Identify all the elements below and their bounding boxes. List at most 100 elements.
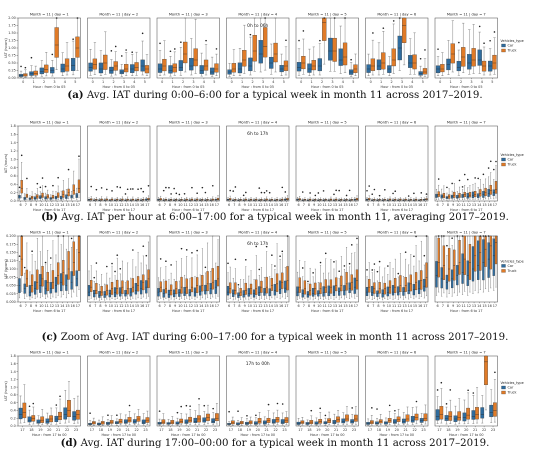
box-truck <box>62 235 65 295</box>
box-body <box>414 413 419 421</box>
box-body <box>317 290 320 297</box>
box-truck <box>308 192 312 201</box>
box-car <box>296 39 302 76</box>
box-body <box>145 280 148 294</box>
box-car <box>279 53 284 76</box>
box-truck <box>260 267 263 299</box>
box-body <box>188 416 192 423</box>
outlier-point <box>274 265 276 267</box>
box-truck <box>159 258 162 299</box>
y-tick-label: 0.125 <box>6 259 16 263</box>
box-body <box>487 189 490 197</box>
x-tick-label: 18 <box>307 428 311 432</box>
box-truck <box>281 186 284 201</box>
outlier-point <box>392 20 395 22</box>
box-body <box>57 262 60 285</box>
outlier-point <box>413 192 415 195</box>
box-truck <box>197 397 201 425</box>
box-car <box>477 235 480 294</box>
box-body <box>249 283 253 295</box>
box-body <box>58 411 62 421</box>
box-truck <box>33 65 38 78</box>
box-car <box>167 186 171 201</box>
legend-swatch-car <box>501 264 506 268</box>
box-body <box>322 286 325 297</box>
box-truck <box>90 265 93 299</box>
panel-day-3: Month = 11 | day = 36 7 8 9 10 11 12 13 14 15 16 17… <box>156 121 220 212</box>
panel-frame <box>434 17 498 79</box>
x-tick-label: 16 <box>488 304 492 308</box>
x-tick-label: 7 <box>372 203 374 207</box>
x-tick-label: 22 <box>482 428 486 432</box>
panel-title: Month = 11 | day = 7 <box>447 231 486 235</box>
box-body <box>229 282 232 294</box>
box-truck <box>188 405 192 425</box>
x-axis-label: Hour : from 6 to 17 <box>450 309 482 313</box>
box-truck <box>126 262 129 299</box>
box-car <box>124 193 127 201</box>
panel-frame <box>295 235 359 303</box>
outlier-point <box>407 195 410 197</box>
box-body <box>296 286 299 297</box>
box-truck <box>170 416 175 426</box>
outlier-point <box>159 42 161 45</box>
outlier-point <box>281 403 284 405</box>
box-body <box>471 48 476 67</box>
box-truck <box>368 185 371 201</box>
box-car <box>317 282 320 301</box>
box-truck <box>345 247 348 298</box>
box-body <box>484 187 487 196</box>
box-body <box>456 195 459 199</box>
box-body <box>467 54 472 70</box>
x-axis-label: Hour : from 6 to 17 <box>311 208 343 212</box>
box-body <box>370 58 376 71</box>
box-body <box>190 277 194 293</box>
outlier-point <box>324 252 327 255</box>
box-body <box>204 284 207 295</box>
box-body <box>492 238 495 276</box>
box-body <box>75 270 78 287</box>
x-tick-label: 22 <box>273 428 277 432</box>
box-body <box>197 415 201 423</box>
x-tick-label: 17 <box>437 428 441 432</box>
box-truck <box>314 268 317 299</box>
box-body <box>489 235 492 270</box>
box-car <box>393 409 397 426</box>
box-car <box>306 280 310 301</box>
box-truck <box>353 53 358 76</box>
box-car <box>397 272 400 300</box>
x-axis-label: Hour : from 6 to 17 <box>172 309 204 313</box>
box-body <box>489 185 492 195</box>
box-car <box>451 182 454 201</box>
box-truck <box>494 160 498 199</box>
outlier-point <box>419 57 422 60</box>
box-truck <box>36 182 39 201</box>
box-car <box>60 244 63 298</box>
x-axis-label: Hour : from 6 to 17 <box>103 208 135 212</box>
box-body <box>247 288 250 297</box>
box-truck <box>20 235 23 292</box>
outlier-point <box>119 268 122 270</box>
box-truck <box>461 22 466 73</box>
box-car <box>134 266 138 300</box>
box-truck <box>109 415 114 426</box>
outlier-point <box>78 235 80 237</box>
x-tick-label: 10 <box>109 304 113 308</box>
box-truck <box>479 235 482 290</box>
x-tick-label: 16 <box>210 304 214 308</box>
y-tick-label: 0.025 <box>6 292 16 296</box>
box-truck <box>255 197 258 201</box>
x-tick-label: 8 <box>30 304 32 308</box>
box-car <box>70 38 76 76</box>
box-truck <box>230 416 235 426</box>
box-car <box>423 254 426 299</box>
box-body <box>489 404 494 418</box>
y-tick-label: 0.4 <box>10 409 15 413</box>
box-car <box>269 43 274 75</box>
outlier-point <box>116 254 119 256</box>
box-truck <box>67 235 70 294</box>
outlier-point <box>461 186 464 188</box>
box-truck <box>463 235 466 292</box>
panel-title: Month = 11 | day = 1 <box>30 121 69 125</box>
